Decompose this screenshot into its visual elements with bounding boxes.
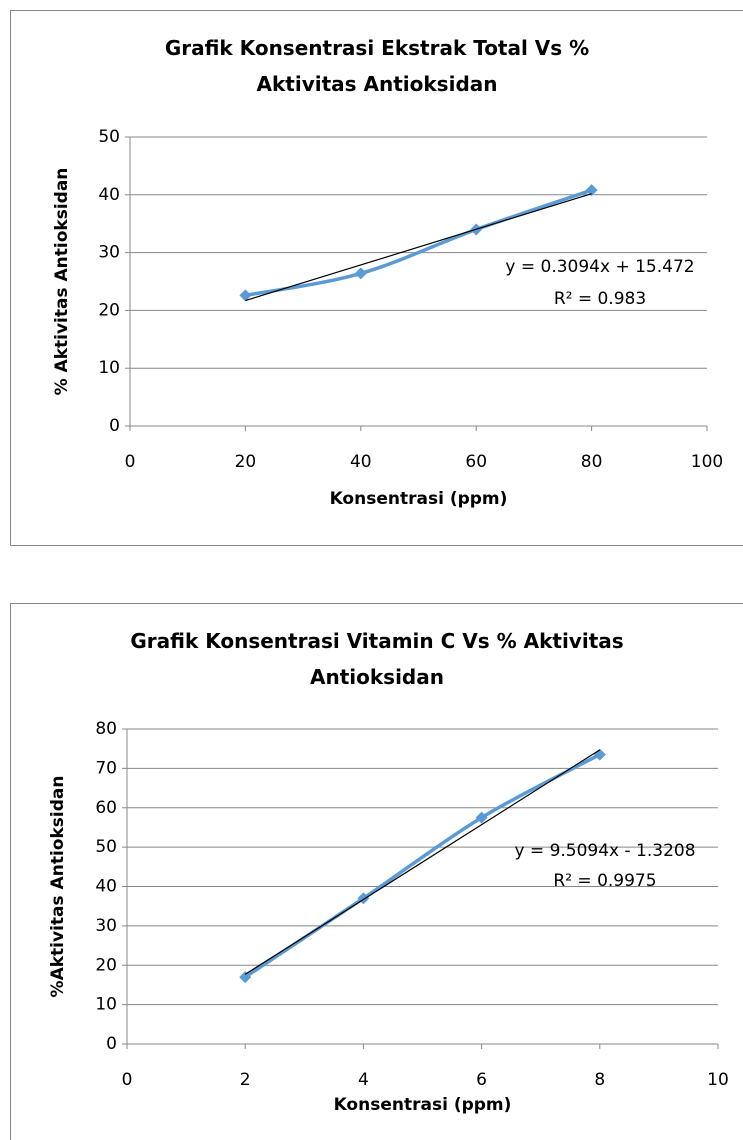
annotation: R² = 0.9975 <box>553 871 656 891</box>
x-tick-label: 80 <box>581 452 603 472</box>
y-tick-label: 40 <box>98 185 120 205</box>
y-tick-label: 60 <box>95 798 117 818</box>
y-tick-label: 50 <box>98 127 120 147</box>
y-tick-label: 40 <box>95 877 117 897</box>
point-marker <box>354 267 367 280</box>
x-axis-title: Konsentrasi (ppm) <box>334 1095 512 1115</box>
x-tick-label: 0 <box>125 452 136 472</box>
x-tick-label: 20 <box>235 452 257 472</box>
y-tick-label: 10 <box>95 995 117 1015</box>
y-tick-label: 10 <box>98 358 120 378</box>
trendline <box>245 193 592 302</box>
annotation: y = 0.3094x + 15.472 <box>505 257 694 277</box>
x-axis-title: Konsentrasi (ppm) <box>330 489 508 509</box>
annotation: R² = 0.983 <box>554 289 646 309</box>
x-tick-label: 4 <box>358 1070 369 1090</box>
y-tick-label: 0 <box>106 1034 117 1054</box>
point-marker <box>585 184 598 197</box>
point-marker <box>239 289 252 302</box>
y-tick-label: 30 <box>95 916 117 936</box>
y-tick-label: 80 <box>95 719 117 739</box>
trendline <box>244 749 601 975</box>
x-tick-label: 10 <box>707 1070 729 1090</box>
x-tick-label: 60 <box>465 452 487 472</box>
point-marker <box>239 971 252 984</box>
annotation: y = 9.5094x - 1.3208 <box>514 841 695 861</box>
y-tick-label: 0 <box>109 416 120 436</box>
chart-title: Grafik Konsentrasi Ekstrak Total Vs % Ak… <box>164 36 590 96</box>
y-tick-label: 20 <box>98 300 120 320</box>
y-axis-title: %Aktivitas Antioksidan <box>48 776 68 998</box>
x-tick-label: 8 <box>594 1070 605 1090</box>
x-tick-label: 2 <box>240 1070 251 1090</box>
point-marker <box>475 811 488 824</box>
x-tick-label: 0 <box>122 1070 133 1090</box>
x-tick-label: 100 <box>691 452 723 472</box>
y-tick-label: 20 <box>95 955 117 975</box>
chart-border <box>10 10 743 546</box>
y-axis-title: % Aktivitas Antioksidan <box>52 168 72 396</box>
y-tick-label: 30 <box>98 243 120 263</box>
chart-border <box>10 603 743 1140</box>
series-line <box>245 188 593 298</box>
x-tick-label: 40 <box>350 452 372 472</box>
x-tick-label: 6 <box>476 1070 487 1090</box>
y-tick-label: 70 <box>95 758 117 778</box>
y-tick-label: 50 <box>95 837 117 857</box>
chart-title: Grafik Konsentrasi Vitamin C Vs % Aktivi… <box>130 629 624 689</box>
series-line <box>244 753 601 979</box>
